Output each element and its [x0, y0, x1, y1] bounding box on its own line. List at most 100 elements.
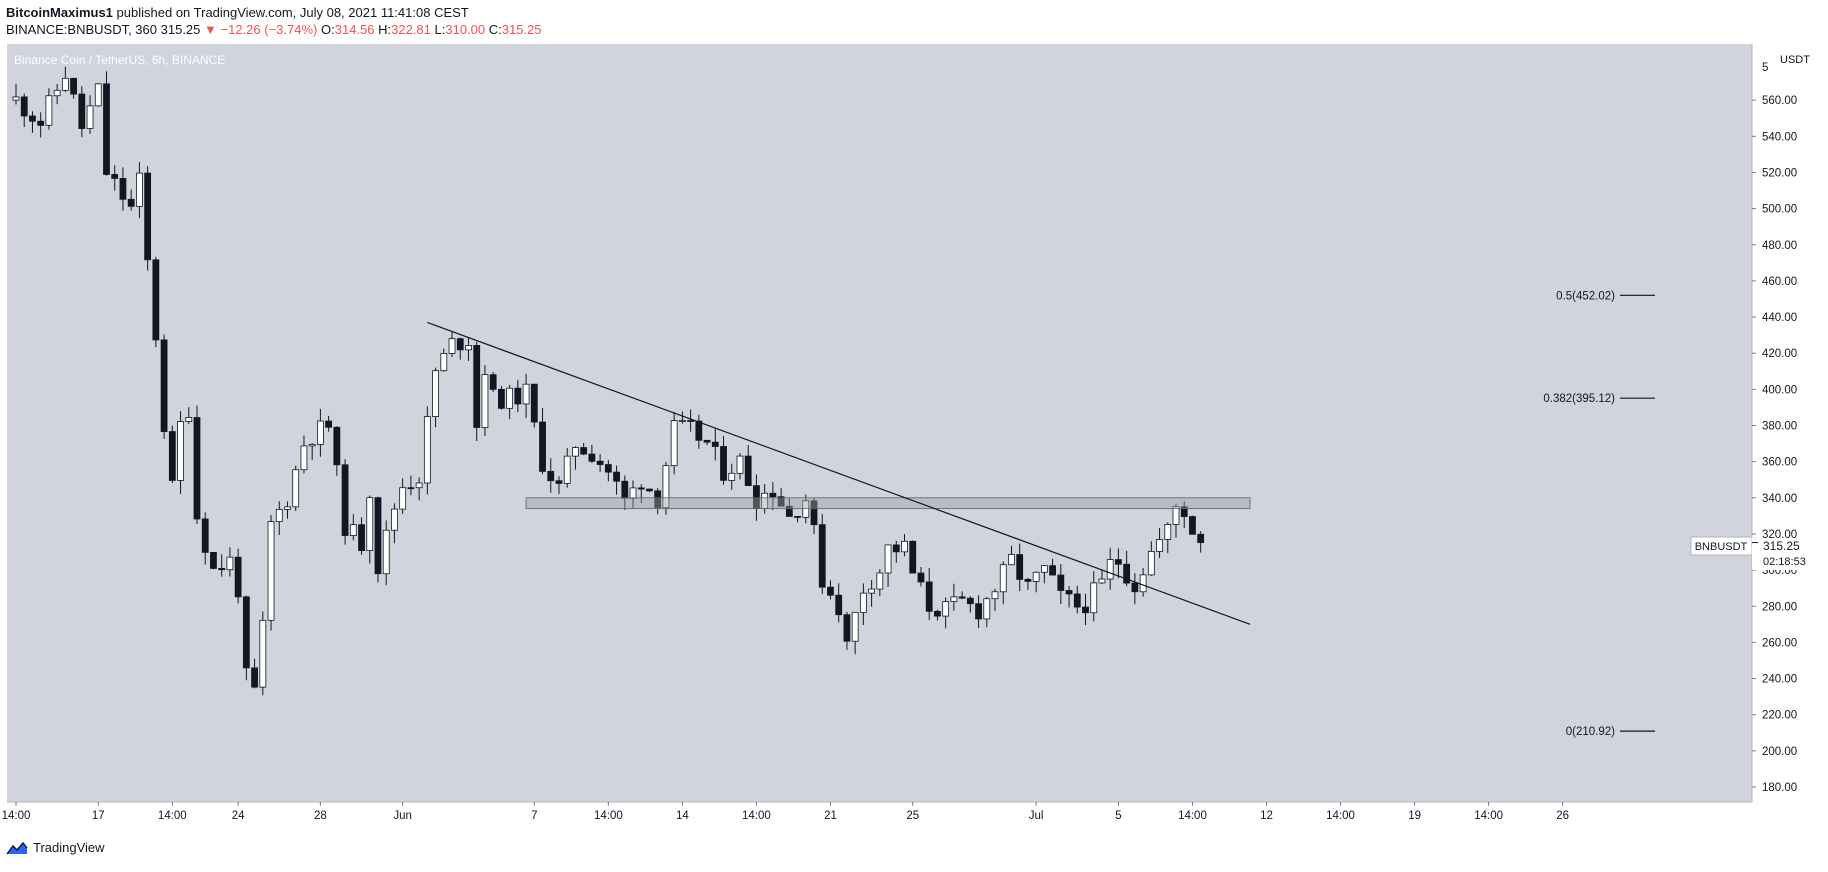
candle-up: [259, 619, 267, 688]
candle-down: [29, 115, 36, 122]
high-value: 322.81: [391, 22, 431, 37]
candle-down: [168, 431, 176, 481]
candle-up: [1164, 524, 1172, 540]
candle-down: [613, 471, 620, 482]
time-tick-label: 24: [232, 810, 245, 822]
candle-up: [999, 564, 1007, 593]
last-price-box: [1752, 538, 1808, 570]
candle-down: [744, 455, 752, 486]
candle-down: [1197, 533, 1205, 543]
candle-up: [851, 611, 859, 642]
currency-unit: USDT: [1780, 54, 1810, 66]
candle-down: [1180, 506, 1188, 517]
candle-up: [859, 592, 867, 613]
candle-down: [975, 603, 982, 620]
candle-up: [292, 469, 300, 508]
candle-up: [1040, 565, 1048, 573]
candle-down: [210, 552, 217, 569]
time-tick-label: Jul: [1029, 810, 1044, 822]
candle-down: [835, 594, 843, 616]
candle-up: [572, 447, 579, 457]
fib-level-label: 0.382(395.12): [1543, 393, 1615, 405]
candle-down: [958, 596, 966, 599]
price-tick-label: 420.00: [1762, 348, 1797, 360]
candle-up: [736, 455, 744, 474]
price-tick-label-partial: 5: [1762, 62, 1768, 74]
candle-up: [465, 345, 472, 351]
price-tick-label: 460.00: [1762, 276, 1797, 288]
candle-up: [61, 77, 69, 91]
candle-down: [1115, 559, 1122, 565]
candle-up: [563, 455, 571, 484]
candle-down: [530, 383, 538, 423]
candle-down: [78, 93, 86, 129]
candle-up: [991, 591, 999, 600]
tradingview-logo-icon: [6, 841, 28, 854]
time-tick-label: 17: [92, 810, 105, 822]
candle-up: [284, 506, 291, 510]
candle-down: [514, 387, 522, 405]
candle-down: [703, 439, 711, 443]
candle-up: [884, 544, 892, 574]
candle-up: [45, 95, 53, 126]
candle-up: [670, 420, 678, 467]
price-tick-label: 480.00: [1762, 240, 1797, 252]
candle-down: [646, 488, 653, 492]
candle-down: [407, 487, 415, 490]
high-label: H:: [378, 22, 392, 37]
low-label: L:: [434, 22, 446, 37]
candle-down: [111, 174, 119, 179]
candle-down: [1024, 578, 1032, 582]
candle-down: [1123, 563, 1131, 584]
candle-up: [349, 524, 357, 536]
footer-brand-label: TradingView: [33, 840, 105, 855]
time-tick-label: 21: [824, 810, 837, 822]
candle-down: [456, 338, 464, 351]
candle-up: [366, 497, 374, 551]
price-tick-label: 520.00: [1762, 167, 1797, 179]
candle-up: [629, 487, 637, 499]
candle-up: [448, 338, 456, 354]
candle-down: [769, 492, 777, 498]
price-tick-label: 360.00: [1762, 457, 1797, 469]
chart-title: Binance Coin / TetherUS, 6h, BINANCE: [14, 53, 225, 67]
candle-down: [966, 597, 974, 605]
candle-down: [1049, 565, 1057, 576]
candle-up: [1098, 578, 1106, 584]
time-tick-label: 14: [676, 810, 689, 822]
price-axis[interactable]: 180.00200.00220.00240.00260.00280.00300.…: [1751, 44, 1797, 802]
candle-down: [473, 345, 481, 428]
price-tick-label: 380.00: [1762, 421, 1797, 433]
plot-background[interactable]: [7, 44, 1752, 802]
candle-down: [160, 339, 168, 432]
candle-down: [497, 388, 505, 409]
candle-up: [399, 487, 407, 510]
author-name[interactable]: BitcoinMaximus1: [6, 5, 113, 20]
time-axis[interactable]: 14:00 17 14:00 24 28 Jun 7 14:00 14 14:00 21 25 Jul 5…: [2, 801, 1752, 822]
candle-up: [12, 96, 20, 101]
candle-up: [300, 445, 308, 471]
candle-up: [86, 105, 94, 129]
candle-up: [983, 598, 991, 620]
candle-down: [358, 524, 365, 551]
candle-up: [316, 420, 324, 445]
symbol-info: BINANCE:BNBUSDT, 360: [6, 22, 157, 37]
candle-down: [818, 524, 826, 588]
candle-down: [103, 83, 110, 175]
candle-up: [950, 596, 958, 603]
price-tick-label: 540.00: [1762, 131, 1797, 143]
footer-brand[interactable]: TradingView: [6, 840, 105, 855]
symbol-tag: BNBUSDT: [1695, 541, 1748, 553]
candle-down: [794, 516, 801, 518]
candle-down: [539, 421, 546, 472]
time-tick-label: 26: [1556, 810, 1569, 822]
time-tick-label: 14:00: [1326, 810, 1355, 822]
trendline-group: [427, 321, 1251, 625]
price-tick-label: 280.00: [1762, 601, 1797, 613]
last-price-group: BNBUSDT 315.25 02:18:53: [1690, 536, 1808, 570]
candle-up: [876, 572, 884, 590]
candle-down: [1065, 590, 1073, 595]
ohlc-line: BINANCE:BNBUSDT, 360 315.25 ▼ −12.26 (−3…: [6, 21, 542, 38]
